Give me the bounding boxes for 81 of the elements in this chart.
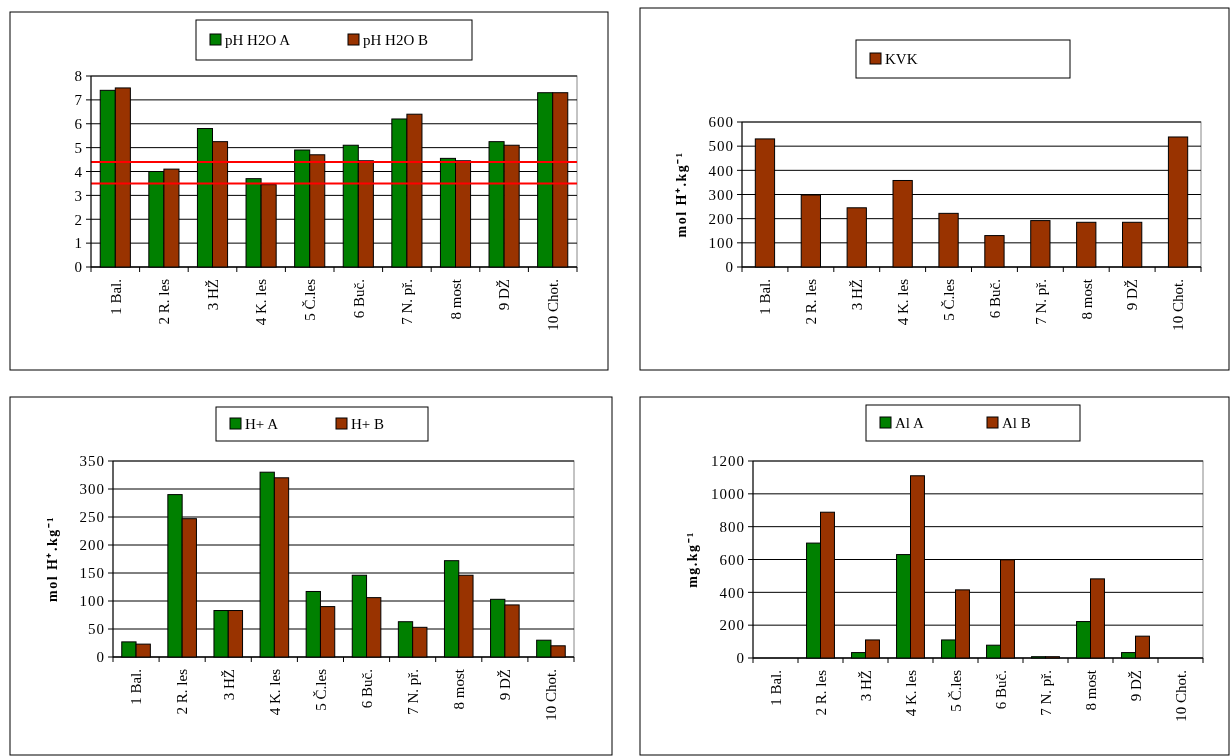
y-tick-label: 1: [74, 235, 83, 252]
y-tick-label: 1000: [711, 486, 745, 503]
y-tick-label: 200: [79, 537, 105, 554]
y-tick-label: 100: [708, 235, 734, 252]
legend-label: pH H2O B: [363, 32, 429, 49]
y-tick-label: 8: [74, 68, 83, 85]
x-tick-label: 4 K. les: [253, 278, 270, 326]
x-tick-label: 10 Chot.: [1170, 279, 1187, 331]
x-tick-label: 7 N. př.: [404, 669, 421, 715]
x-tick-label: 1 Bal.: [757, 279, 774, 315]
x-tick-label: 9 DŽ: [1124, 279, 1141, 311]
x-tick-label: 1 Bal.: [128, 669, 145, 705]
x-tick-label: 3 HŽ: [857, 670, 874, 702]
x-tick-label: 1 Bal.: [107, 279, 124, 315]
x-tick-label: 2 R. les: [803, 278, 820, 325]
x-tick-label: 8 most: [1082, 669, 1099, 711]
legend-label: H+ B: [351, 416, 385, 433]
y-tick-label: 50: [88, 621, 105, 638]
y-tick-label: 400: [719, 584, 745, 601]
y-axis-title: mg.kg⁻¹: [685, 531, 700, 588]
y-tick-label: 300: [79, 481, 105, 498]
y-tick-label: 1200: [711, 453, 745, 470]
x-tick-label: 4 K. les: [266, 668, 283, 716]
x-tick-label: 7 N. př.: [399, 279, 416, 325]
x-tick-label: 5 Č.les: [312, 668, 329, 711]
x-tick-label: 3 HŽ: [204, 279, 221, 311]
x-tick-label: 5 Č.les: [301, 278, 318, 321]
y-tick-label: 0: [74, 259, 83, 276]
x-tick-label: 3 HŽ: [849, 279, 865, 311]
x-tick-label: 9 DŽ: [496, 279, 513, 311]
y-tick-label: 600: [719, 551, 745, 568]
y-tick-label: 4: [74, 163, 83, 180]
y-tick-label: 7: [74, 92, 83, 109]
x-tick-label: 6 Buč.: [350, 279, 367, 319]
x-tick-label: 6 Buč.: [992, 670, 1009, 710]
y-tick-label: 200: [708, 210, 734, 227]
y-tick-label: 500: [708, 138, 734, 155]
y-tick-label: 2: [74, 211, 83, 228]
x-tick-label: 4 K. les: [894, 278, 911, 326]
y-tick-label: 600: [708, 114, 734, 131]
x-tick-label: 8 most: [1078, 278, 1095, 320]
x-tick-label: 3 HŽ: [220, 669, 237, 701]
y-tick-label: 400: [708, 162, 734, 179]
x-tick-label: 4 K. les: [902, 669, 919, 717]
legend-label: H+ A: [245, 416, 279, 433]
x-tick-label: 5 Č.les: [947, 669, 964, 712]
legend-label: pH H2O A: [225, 32, 291, 49]
y-tick-label: 800: [719, 518, 745, 535]
legend-label: KVK: [885, 51, 918, 68]
x-tick-label: 10 Chot.: [544, 279, 561, 331]
x-tick-label: 5 Č.les: [940, 278, 957, 321]
y-tick-label: 200: [719, 617, 745, 634]
y-tick-label: 5: [74, 139, 83, 156]
y-axis-title: mol H⁺.kg⁻¹: [674, 151, 689, 238]
x-tick-label: 7 N. př.: [1032, 279, 1049, 325]
x-tick-label: 2 R. les: [174, 668, 191, 715]
x-tick-label: 6 Buč.: [986, 279, 1003, 319]
x-tick-label: 2 R. les: [812, 669, 829, 716]
x-tick-label: 6 Buč.: [358, 669, 375, 709]
x-tick-label: 8 most: [447, 278, 464, 320]
y-tick-label: 3: [74, 187, 83, 204]
y-tick-label: 100: [79, 593, 105, 610]
legend-label: Al B: [1002, 415, 1031, 432]
x-tick-label: 1 Bal.: [767, 670, 784, 706]
y-tick-label: 350: [79, 453, 105, 470]
legend-label: Al A: [895, 415, 924, 432]
y-tick-label: 250: [79, 509, 105, 526]
x-tick-label: 9 DŽ: [497, 669, 514, 701]
x-tick-label: 9 DŽ: [1127, 670, 1144, 702]
y-tick-label: 6: [74, 116, 83, 132]
y-tick-label: 0: [725, 259, 734, 276]
x-tick-label: 2 R. les: [156, 278, 173, 325]
x-tick-label: 7 N. př.: [1037, 670, 1054, 716]
y-tick-label: 300: [708, 186, 734, 203]
y-axis-title: mol H⁺.kg⁻¹: [45, 516, 60, 602]
x-tick-label: 10 Chot.: [1172, 670, 1189, 722]
x-tick-label: 10 Chot.: [543, 669, 560, 721]
x-tick-label: 8 most: [451, 668, 467, 710]
y-tick-label: 150: [79, 565, 105, 582]
y-tick-label: 0: [736, 650, 745, 667]
y-tick-label: 0: [96, 649, 105, 666]
